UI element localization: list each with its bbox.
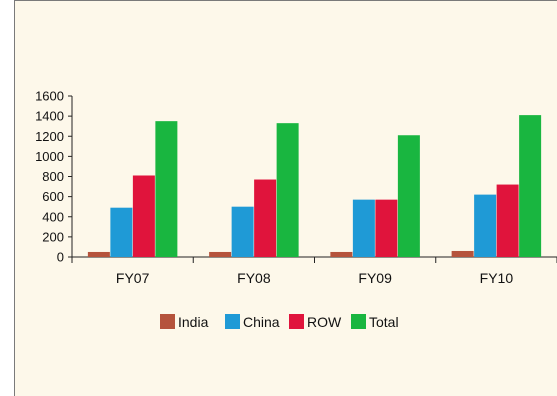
y-tick-label: 1600 [35, 89, 64, 104]
y-tick-label: 0 [57, 250, 64, 265]
bar-row-fy09 [375, 199, 398, 257]
legend-swatch-india [160, 314, 175, 329]
legend-label-row: ROW [307, 314, 342, 330]
y-tick-label: 400 [42, 209, 64, 224]
y-tick-label: 1400 [35, 109, 64, 124]
bar-row-fy08 [254, 179, 277, 257]
legend-swatch-china [225, 314, 240, 329]
x-category-label: FY08 [237, 270, 271, 286]
bar-total-fy07 [155, 121, 178, 257]
bar-india-fy10 [451, 250, 474, 257]
y-tick-label: 600 [42, 189, 64, 204]
bar-china-fy08 [231, 206, 254, 257]
bar-china-fy10 [474, 194, 497, 257]
legend-swatch-total [351, 314, 366, 329]
legend-swatch-row [289, 314, 304, 329]
legend-label-india: India [178, 314, 209, 330]
bar-row-fy07 [132, 175, 155, 257]
x-category-label: FY10 [480, 270, 514, 286]
x-category-label: FY09 [358, 270, 392, 286]
y-tick-label: 200 [42, 229, 64, 244]
y-tick-label: 1000 [35, 149, 64, 164]
bar-china-fy09 [352, 199, 375, 257]
y-tick-label: 800 [42, 169, 64, 184]
bar-row-fy10 [496, 184, 519, 257]
legend-label-china: China [243, 314, 280, 330]
bar-total-fy08 [276, 123, 299, 257]
y-tick-label: 1200 [35, 129, 64, 144]
bar-china-fy07 [110, 207, 133, 257]
bar-india-fy09 [330, 251, 353, 257]
x-category-label: FY07 [116, 270, 150, 286]
bar-india-fy08 [209, 251, 232, 257]
bar-total-fy10 [519, 115, 542, 258]
legend-label-total: Total [369, 314, 399, 330]
x-axis: FY07 FY08 FY09 FY10 [71, 256, 557, 286]
bar-india-fy07 [87, 251, 110, 257]
bar-total-fy09 [397, 135, 420, 257]
legend: India China ROW Total [160, 314, 399, 330]
y-axis: 0 200 400 600 800 1000 1200 1400 1600 [35, 89, 73, 265]
bars-group [87, 115, 542, 258]
